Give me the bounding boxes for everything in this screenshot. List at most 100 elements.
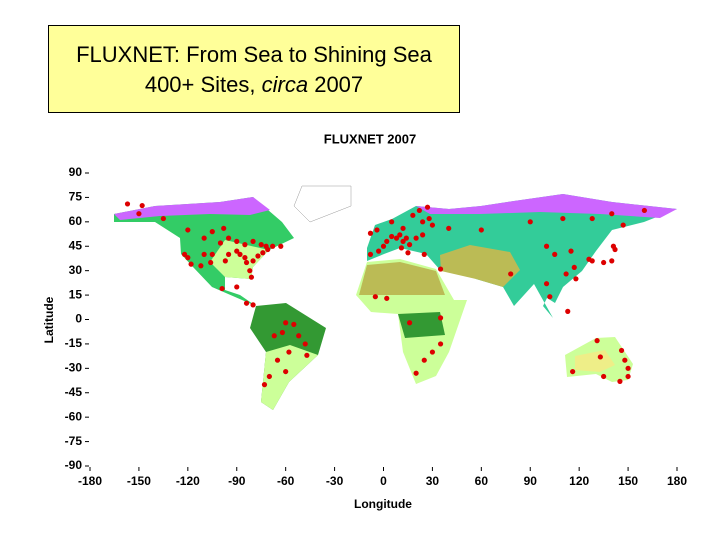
site-point bbox=[570, 368, 576, 375]
site-point bbox=[446, 225, 452, 231]
title-line: 400+ Sites, circa 2007 bbox=[49, 70, 459, 100]
y-tick-label: -60 bbox=[65, 409, 83, 423]
y-tick-label: 60 bbox=[69, 214, 83, 228]
site-point bbox=[410, 212, 416, 218]
site-point bbox=[437, 341, 444, 347]
site-point bbox=[437, 315, 444, 321]
y-tick-label: 45 bbox=[69, 238, 83, 252]
site-point bbox=[384, 295, 390, 301]
site-point bbox=[568, 248, 574, 254]
title-text: circa bbox=[261, 72, 309, 97]
site-point bbox=[573, 276, 579, 282]
site-point bbox=[234, 248, 240, 254]
site-point bbox=[234, 238, 240, 244]
x-tick-label: -90 bbox=[228, 474, 246, 488]
x-tick-label: 180 bbox=[667, 474, 687, 488]
site-point bbox=[208, 259, 214, 266]
title-text: FLUXNET: From Sea to Shining Sea bbox=[76, 42, 432, 67]
site-point bbox=[552, 251, 558, 257]
site-point bbox=[421, 357, 427, 363]
site-point bbox=[547, 294, 553, 300]
site-point bbox=[543, 243, 550, 249]
site-point bbox=[426, 215, 432, 222]
x-tick-label: -30 bbox=[326, 474, 344, 488]
site-point bbox=[617, 378, 623, 384]
site-point bbox=[372, 294, 378, 300]
site-point bbox=[589, 215, 595, 222]
site-point bbox=[478, 227, 484, 233]
title-line: FLUXNET: From Sea to Shining Sea bbox=[49, 40, 459, 70]
sahara bbox=[359, 262, 445, 295]
site-point bbox=[274, 357, 281, 363]
site-point bbox=[620, 222, 626, 228]
site-point bbox=[625, 365, 631, 371]
y-tick-label: 15 bbox=[69, 287, 83, 301]
site-point bbox=[420, 232, 426, 238]
site-point bbox=[209, 229, 215, 235]
x-tick-label: 120 bbox=[569, 474, 589, 488]
site-point bbox=[209, 251, 215, 257]
x-tick-label: 0 bbox=[380, 474, 387, 488]
site-point bbox=[279, 329, 286, 336]
site-point bbox=[302, 341, 308, 347]
x-tick-label: 60 bbox=[475, 474, 489, 488]
x-axis-label: Longitude bbox=[354, 497, 412, 511]
site-point bbox=[543, 281, 550, 287]
title-text: 2007 bbox=[308, 72, 364, 97]
site-point bbox=[124, 201, 131, 207]
central-asia-desert bbox=[440, 245, 520, 287]
site-point bbox=[413, 235, 419, 241]
site-point bbox=[641, 207, 647, 214]
site-point bbox=[406, 320, 413, 326]
greenland bbox=[293, 185, 352, 223]
site-point bbox=[398, 245, 405, 251]
site-point bbox=[136, 211, 142, 217]
site-point bbox=[374, 227, 380, 233]
y-tick-label: 0 bbox=[75, 312, 82, 326]
x-tick-label: -120 bbox=[176, 474, 200, 488]
site-point bbox=[403, 235, 409, 241]
site-point bbox=[243, 259, 250, 266]
site-point bbox=[265, 246, 271, 253]
site-point bbox=[198, 263, 204, 269]
y-tick-label: 90 bbox=[69, 165, 83, 179]
site-point bbox=[188, 261, 194, 267]
site-point bbox=[560, 215, 566, 222]
site-point bbox=[380, 243, 387, 249]
site-point bbox=[389, 219, 395, 225]
site-point bbox=[250, 238, 256, 244]
x-tick-label: 150 bbox=[618, 474, 638, 488]
site-point bbox=[219, 285, 225, 292]
site-point bbox=[400, 225, 406, 231]
site-point bbox=[589, 258, 595, 264]
x-tick-label: 30 bbox=[426, 474, 440, 488]
site-point bbox=[597, 354, 603, 360]
site-point bbox=[527, 219, 533, 225]
site-point bbox=[420, 219, 426, 225]
site-point bbox=[217, 240, 224, 246]
site-point bbox=[201, 251, 207, 257]
site-point bbox=[405, 250, 411, 256]
eurasia bbox=[367, 194, 677, 318]
site-point bbox=[283, 320, 289, 326]
title-box: FLUXNET: From Sea to Shining Sea 400+ Si… bbox=[48, 25, 460, 113]
site-point bbox=[291, 321, 297, 327]
site-point bbox=[258, 242, 264, 248]
site-point bbox=[181, 251, 188, 257]
site-point bbox=[437, 266, 444, 272]
site-point bbox=[389, 233, 395, 240]
y-tick-label: -90 bbox=[65, 458, 83, 472]
x-tick-label: -150 bbox=[127, 474, 151, 488]
australia-desert bbox=[575, 350, 615, 372]
site-point bbox=[304, 352, 310, 358]
y-tick-label: 30 bbox=[69, 263, 83, 277]
points bbox=[124, 201, 647, 388]
site-point bbox=[221, 225, 227, 231]
site-point bbox=[283, 368, 289, 375]
axes: -180 -150 -120 -90 -60 -30 0 30 60 90 120 150 180-90… bbox=[65, 165, 688, 488]
site-point bbox=[266, 373, 272, 380]
x-tick-label: -180 bbox=[78, 474, 102, 488]
site-point bbox=[225, 251, 232, 257]
site-point bbox=[286, 349, 292, 355]
